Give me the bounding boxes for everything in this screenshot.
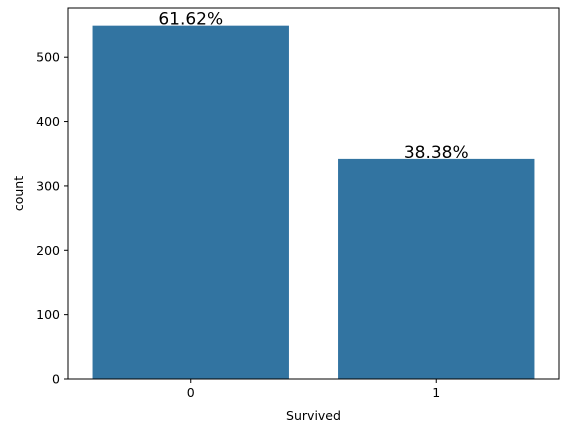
x-tick-label-0: 0 — [187, 385, 195, 400]
x-axis-label: Survived — [286, 408, 341, 423]
x-tick-label-1: 1 — [432, 385, 440, 400]
bar-1 — [338, 158, 535, 379]
data-label-0: 61.62% — [158, 10, 223, 30]
y-tick-label-200: 200 — [36, 243, 60, 258]
y-tick-label-500: 500 — [36, 50, 60, 65]
plot-frame — [67, 7, 560, 380]
bar-0 — [92, 25, 289, 380]
y-axis: 0 100 200 300 400 500 — [36, 50, 68, 387]
y-tick-label-400: 400 — [36, 114, 60, 129]
y-tick-label-100: 100 — [36, 307, 60, 322]
y-axis-label: count — [11, 176, 26, 211]
bars-group — [92, 25, 535, 380]
data-labels-group: 61.62% 38.38% — [158, 10, 468, 163]
y-tick-label-300: 300 — [36, 178, 60, 193]
y-tick-label-0: 0 — [52, 372, 60, 387]
data-label-1: 38.38% — [404, 143, 469, 163]
